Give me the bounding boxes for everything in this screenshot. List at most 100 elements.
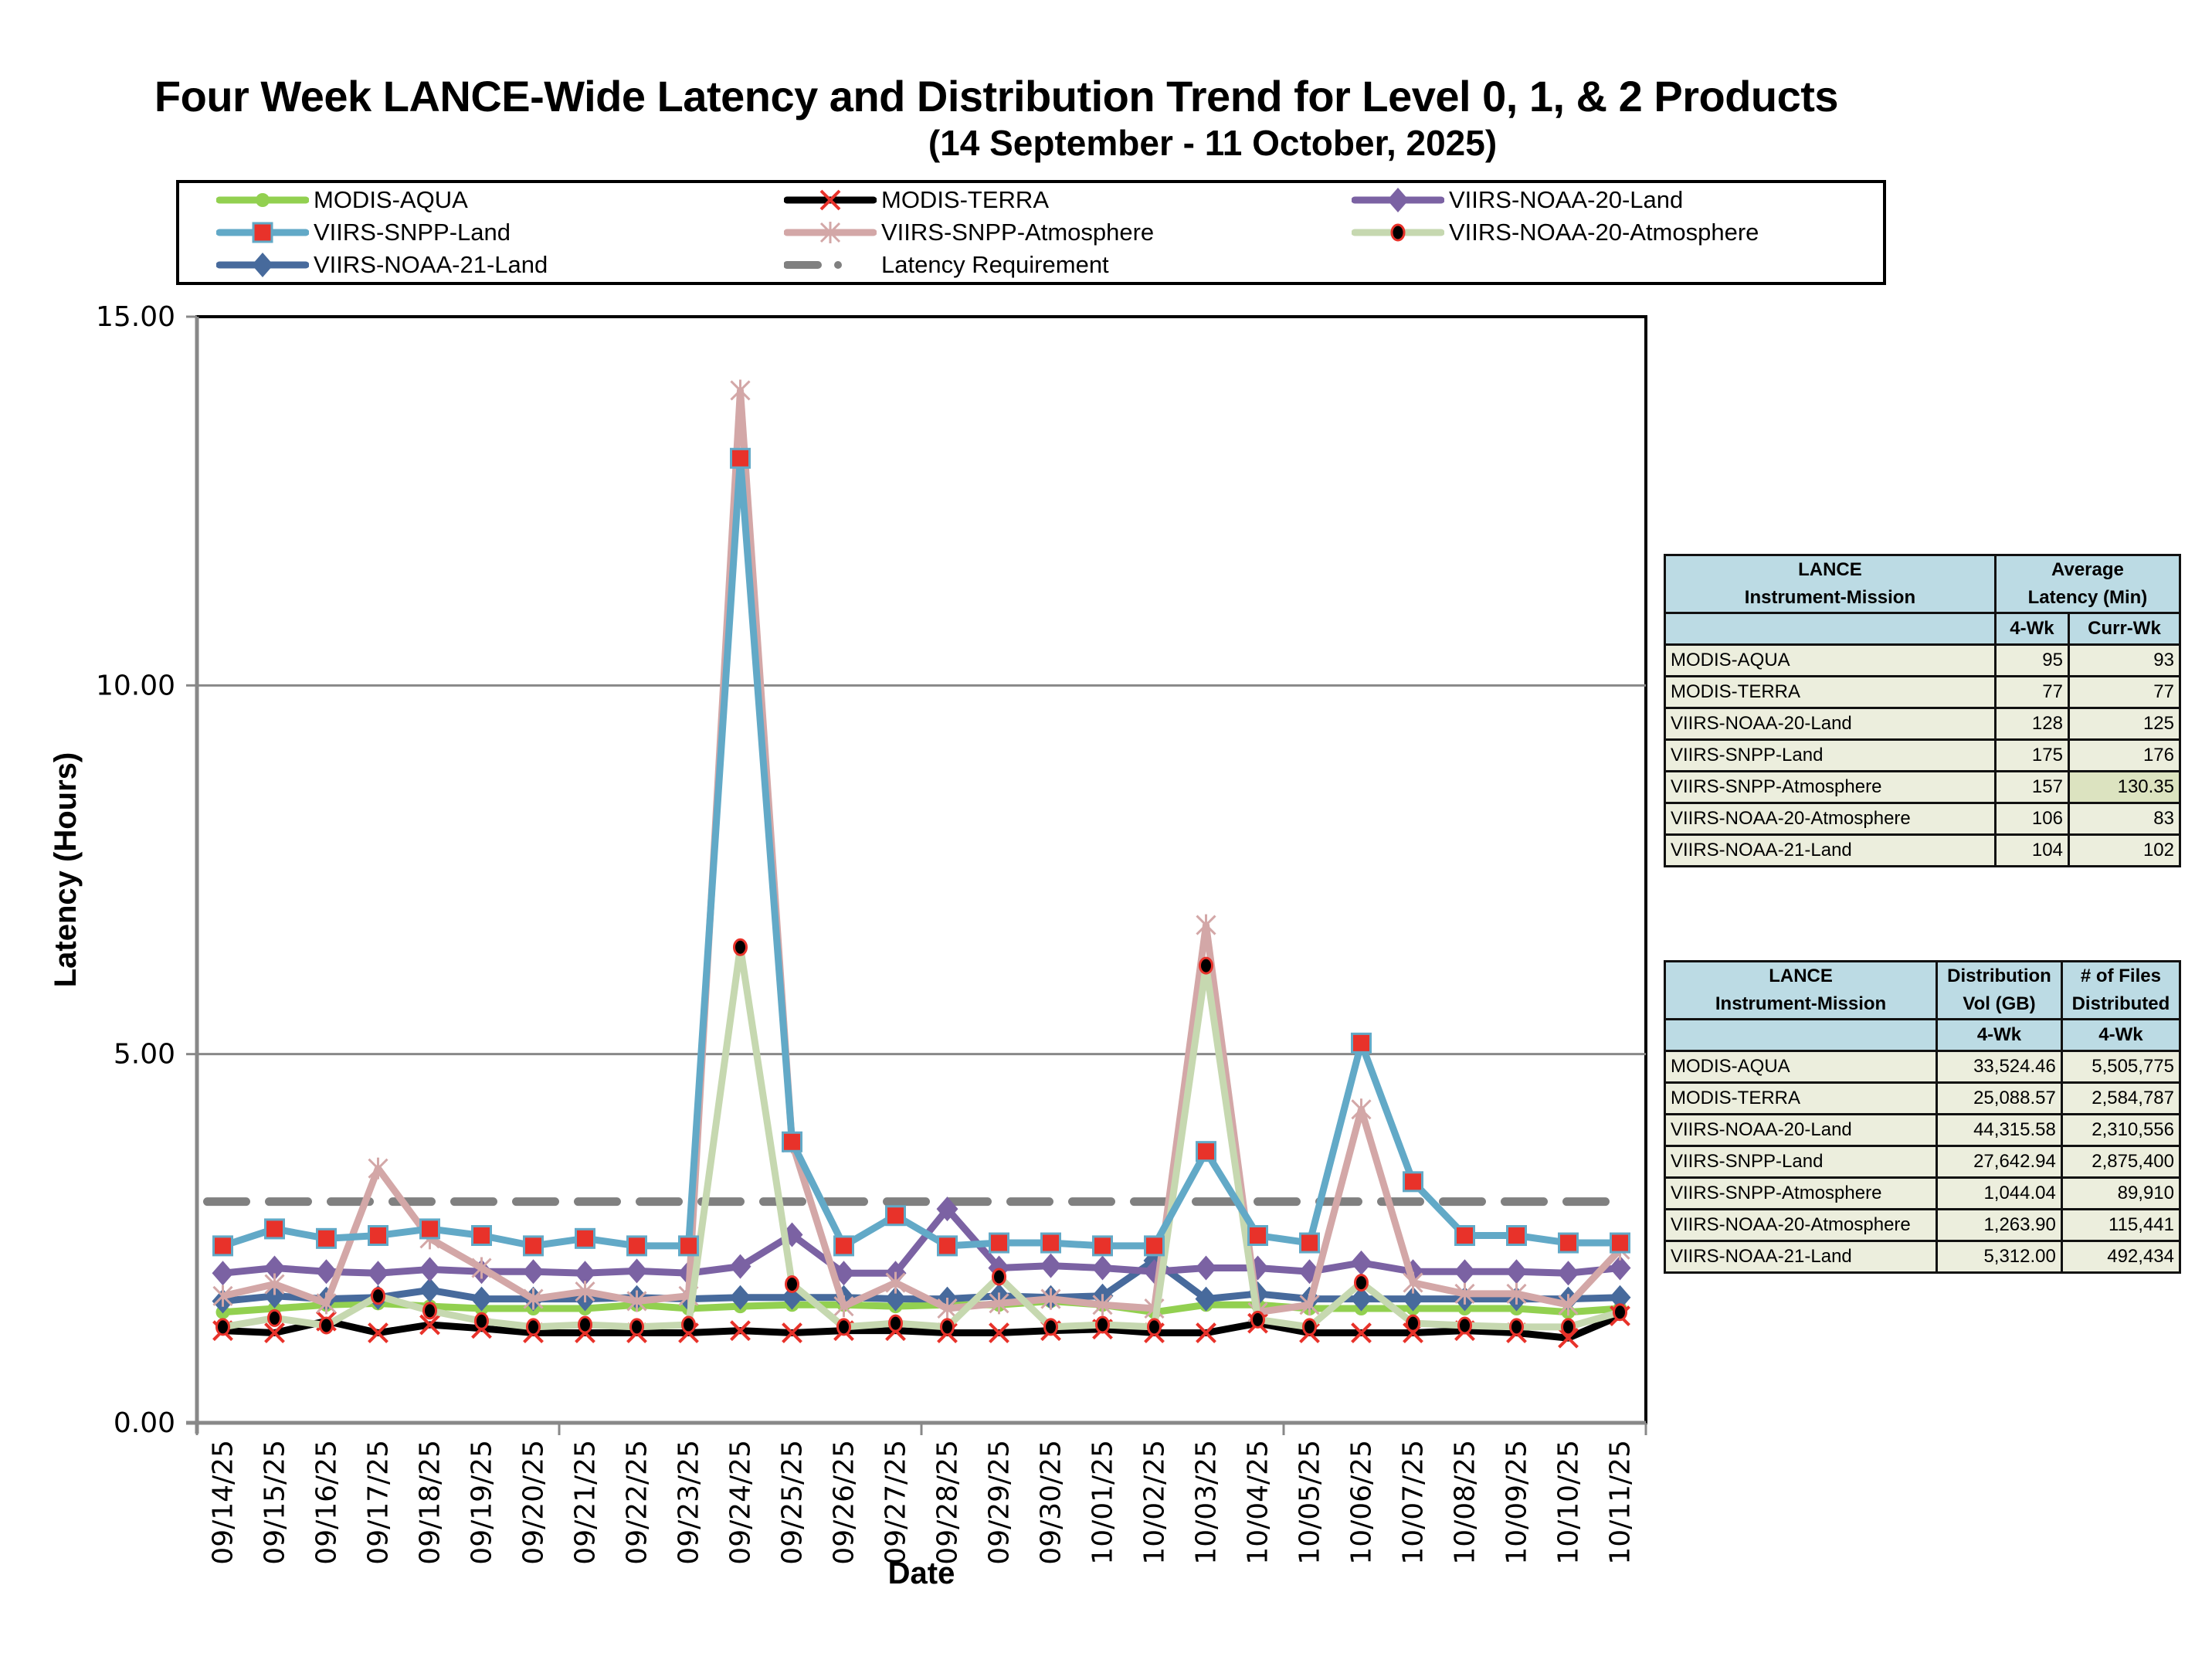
data-point (885, 1205, 906, 1227)
table-row: VIIRS-SNPP-Atmosphere 157 130.35 (1664, 770, 2182, 804)
data-point (1351, 1032, 1372, 1054)
legend-item: Latency Requirement (784, 249, 1109, 280)
latency-4wk: 157 (1993, 770, 2070, 804)
chart-legend: MODIS-AQUA MODIS-TERRA VIIRS-NOAA-20-Land V… (176, 180, 1886, 285)
data-point (474, 1312, 489, 1330)
data-point (1040, 1253, 1062, 1278)
instrument-mission: MODIS-AQUA (1664, 643, 1997, 677)
legend-item: VIIRS-NOAA-21-Land (216, 249, 548, 280)
data-point (1247, 1225, 1268, 1247)
series-line (222, 386, 1623, 1316)
latency-curr-wk: 130.35 (2067, 770, 2182, 804)
data-point (626, 1290, 647, 1312)
header-average-latency: Average Latency (Min) (1993, 554, 2182, 614)
data-point (1403, 1171, 1423, 1193)
x-tick-label: 10/09/25 (1501, 1440, 1533, 1565)
data-point (263, 1255, 286, 1281)
data-point (419, 1218, 440, 1240)
distribution-vol: 44,315.58 (1936, 1113, 2063, 1147)
distribution-vol: 27,642.94 (1936, 1145, 2063, 1179)
distribution-vol: 5,312.00 (1936, 1240, 2063, 1274)
data-point (470, 1286, 493, 1312)
legend-label: VIIRS-NOAA-20-Land (1449, 186, 1684, 213)
x-tick-label: 10/05/25 (1294, 1440, 1326, 1565)
data-point (1558, 1327, 1579, 1349)
x-tick-label: 10/02/25 (1139, 1440, 1171, 1565)
data-point (1558, 1232, 1579, 1254)
legend-item: VIIRS-SNPP-Atmosphere (784, 217, 1154, 248)
table-row: VIIRS-NOAA-21-Land 104 102 (1664, 833, 2182, 867)
instrument-mission: MODIS-TERRA (1664, 675, 1997, 709)
legend-swatch-icon (1352, 223, 1444, 242)
instrument-mission: VIIRS-SNPP-Land (1663, 1145, 1939, 1179)
latency-curr-wk: 83 (2067, 802, 2182, 836)
instrument-mission: VIIRS-SNPP-Atmosphere (1663, 1176, 1939, 1210)
data-point (1351, 1322, 1372, 1343)
data-point (1196, 914, 1216, 936)
x-tick-label: 09/15/25 (260, 1440, 291, 1565)
data-point (1195, 1286, 1217, 1312)
x-tick-label: 09/30/25 (1036, 1440, 1067, 1565)
data-point (1506, 1282, 1527, 1305)
x-axis-title: Date (888, 1556, 955, 1590)
latency-curr-wk: 102 (2067, 833, 2182, 867)
x-tick-label: 09/16/25 (311, 1440, 343, 1565)
data-point (212, 1261, 234, 1286)
table-row: VIIRS-NOAA-20-Atmosphere 1,263.90 115,441 (1663, 1208, 2182, 1242)
data-point (1351, 1098, 1372, 1121)
series-line (222, 1312, 1622, 1342)
data-point (1092, 1294, 1113, 1316)
series-line (222, 454, 1620, 1250)
legend-marker (819, 189, 841, 211)
data-point (316, 1227, 337, 1249)
data-point (575, 1227, 595, 1249)
header-blank (1663, 1018, 1939, 1052)
instrument-mission: VIIRS-NOAA-21-Land (1664, 833, 1997, 867)
data-point (1454, 1282, 1475, 1305)
plot-area (195, 315, 1647, 1424)
legend-swatch-icon (216, 253, 309, 277)
instrument-mission: VIIRS-NOAA-21-Land (1663, 1240, 1939, 1274)
data-point (626, 1235, 647, 1257)
table-row: VIIRS-NOAA-20-Atmosphere 106 83 (1664, 802, 2182, 836)
data-point (212, 1285, 233, 1307)
data-point (1610, 1232, 1630, 1254)
header-curr-wk: Curr-Wk (2067, 612, 2182, 646)
header-4wk-vol: 4-Wk (1936, 1018, 2063, 1052)
data-point (1454, 1259, 1476, 1285)
x-tick-label: 09/14/25 (208, 1440, 239, 1565)
x-tick-label: 09/20/25 (518, 1440, 550, 1565)
y-tick-label: 5.00 (114, 1039, 175, 1071)
chart-title: Four Week LANCE-Wide Latency and Distrib… (154, 72, 1839, 120)
data-point (419, 1278, 441, 1303)
table-row: VIIRS-SNPP-Land 175 176 (1664, 738, 2182, 772)
legend-marker (1387, 188, 1409, 212)
data-point (836, 1318, 851, 1336)
data-point (1147, 1318, 1162, 1336)
legend-item: VIIRS-NOAA-20-Atmosphere (1352, 217, 1759, 248)
x-tick-label: 10/04/25 (1243, 1440, 1274, 1565)
table-row: VIIRS-NOAA-20-Land 128 125 (1664, 707, 2182, 741)
legend-dot (834, 261, 842, 269)
data-point (522, 1259, 545, 1285)
series-modis-terra (212, 1305, 1630, 1349)
x-tick-label: 10/11/25 (1605, 1440, 1637, 1565)
distribution-vol: 25,088.57 (1936, 1081, 2063, 1115)
table-row: VIIRS-NOAA-20-Land 44,315.58 2,310,556 (1663, 1113, 2182, 1147)
data-point (937, 1298, 958, 1320)
data-point (989, 1322, 1009, 1343)
data-point (1091, 1255, 1114, 1281)
y-tick-label: 10.00 (96, 670, 175, 701)
table-row: MODIS-TERRA 77 77 (1664, 675, 2182, 709)
data-point (1092, 1235, 1113, 1257)
instrument-mission: VIIRS-NOAA-20-Atmosphere (1663, 1208, 1939, 1242)
series-line (222, 1297, 1620, 1316)
header-blank (1664, 612, 1997, 646)
distribution-vol: 1,263.90 (1936, 1208, 2063, 1242)
files-distributed: 89,910 (2060, 1176, 2182, 1210)
data-point (1402, 1286, 1424, 1312)
data-point (267, 1308, 282, 1327)
files-distributed: 5,505,775 (2060, 1050, 2182, 1084)
legend-label: VIIRS-SNPP-Atmosphere (881, 219, 1155, 246)
legend-swatch-icon (216, 222, 309, 243)
